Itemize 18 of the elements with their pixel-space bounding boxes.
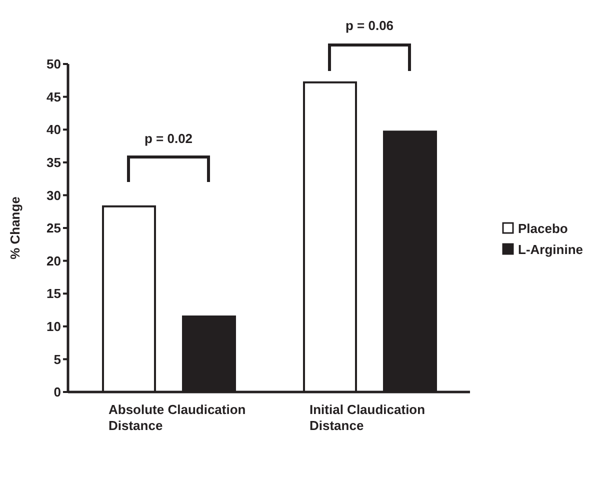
y-tick-label: 5 — [54, 352, 61, 367]
legend-label: Placebo — [518, 220, 568, 236]
legend-label: L-Arginine — [518, 242, 583, 256]
y-tick-label: 50 — [46, 56, 61, 72]
y-tick-label: 15 — [46, 286, 61, 302]
y-tick-label: 40 — [46, 122, 61, 138]
y-tick-label: 30 — [46, 188, 61, 203]
y-tick-label: 45 — [46, 89, 61, 104]
y-tick-label: 10 — [46, 319, 61, 334]
y-tick-label: 25 — [46, 220, 61, 236]
y-tick-label: 20 — [46, 253, 61, 268]
text: p = 0.06 — [345, 18, 394, 33]
y-tick-label: 0 — [54, 384, 61, 400]
y-tick-label: 35 — [46, 155, 61, 170]
x-tick-label: Absolute Claudication Distance — [108, 402, 246, 433]
y-axis-title: % Change — [8, 196, 23, 260]
x-tick-label: Initial Claudication Distance — [310, 402, 426, 433]
annotation: p = 0.02 — [144, 131, 193, 146]
